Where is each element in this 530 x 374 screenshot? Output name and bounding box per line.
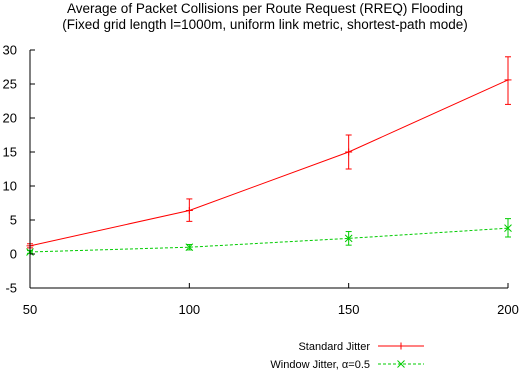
data-point xyxy=(185,206,193,214)
axis-layer: -5 0 5 10 15 20 25 30 50 100 150 200 xyxy=(3,43,519,318)
data-point-d2 xyxy=(504,224,512,233)
chart-title: Average of Packet Collisions per Route R… xyxy=(67,1,463,16)
legend-marker xyxy=(397,360,405,368)
y-tick-label: 30 xyxy=(3,43,17,58)
data-point xyxy=(185,243,194,252)
legend: Standard Jitter Window Jitter, α=0.5 xyxy=(270,341,424,371)
legend-item-1: Standard Jitter xyxy=(298,341,424,353)
y-tick-label: -5 xyxy=(5,281,17,296)
x-tick-label: 150 xyxy=(338,302,360,317)
y-tick-label: 25 xyxy=(3,77,17,92)
y-tick-label: 0 xyxy=(10,247,17,262)
chart-subtitle: (Fixed grid length l=1000m, uniform link… xyxy=(62,17,468,32)
y-tick-label: 20 xyxy=(3,111,17,126)
y-tick-label: 10 xyxy=(3,179,17,194)
x-tick-label: 100 xyxy=(178,302,200,317)
data-point xyxy=(504,76,512,84)
data-point xyxy=(345,148,353,156)
legend-marker-d2 xyxy=(397,360,405,368)
data-point xyxy=(344,234,353,243)
data-point xyxy=(504,224,512,233)
y-tick-label: 5 xyxy=(10,213,17,228)
series-layer xyxy=(26,56,512,256)
legend-item-2: Window Jitter, α=0.5 xyxy=(270,359,424,371)
x-tick-label: 200 xyxy=(497,302,519,317)
series-line-1 xyxy=(29,79,509,247)
series-line-2 xyxy=(29,227,509,253)
data-point-d2 xyxy=(185,243,194,252)
y-tick-label: 15 xyxy=(3,145,17,160)
legend-marker xyxy=(397,342,405,350)
data-point-d2 xyxy=(344,234,353,243)
legend-label: Standard Jitter xyxy=(298,341,370,353)
legend-label: Window Jitter, α=0.5 xyxy=(270,359,370,371)
x-tick-label: 50 xyxy=(23,302,37,317)
